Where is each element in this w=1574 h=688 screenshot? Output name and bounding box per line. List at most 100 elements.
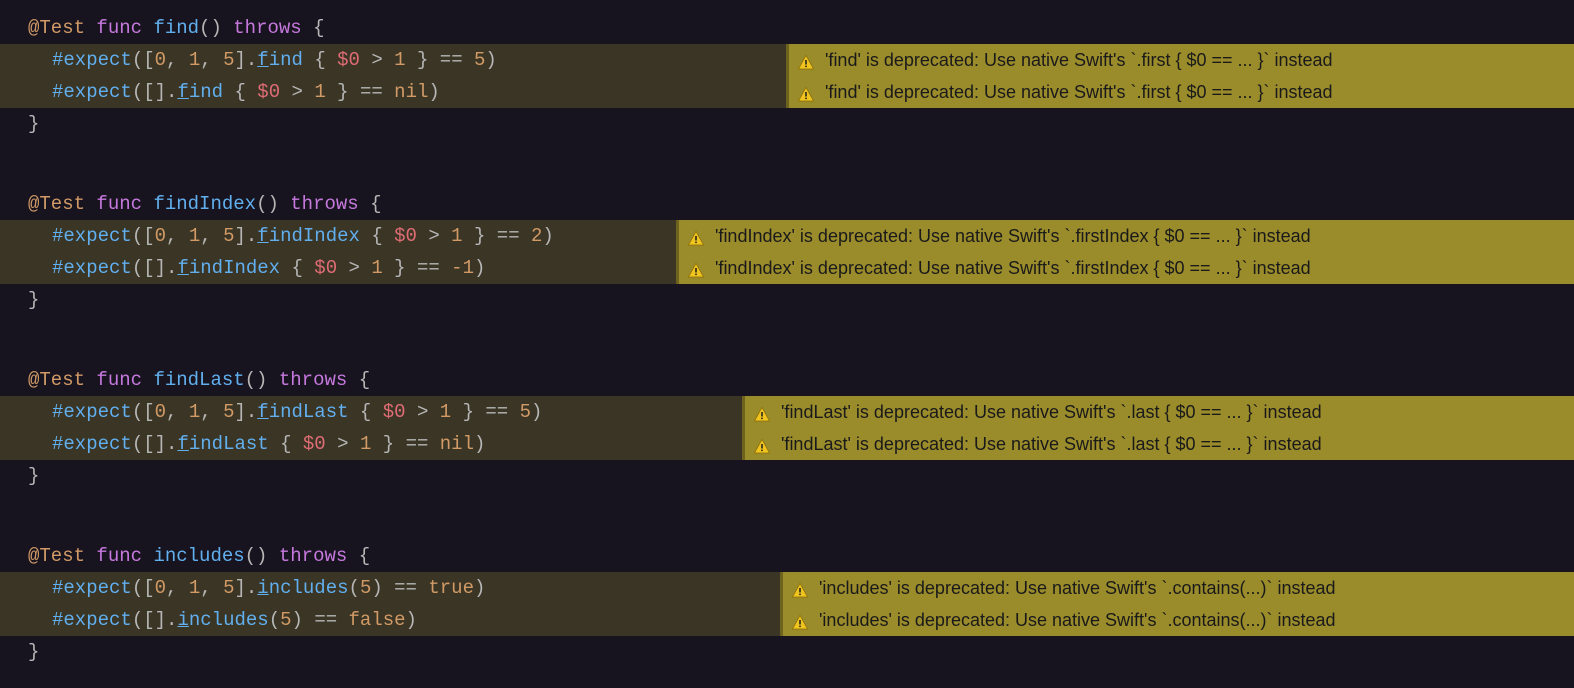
inline-warning-text: 'find' is deprecated: Use native Swift's… [825, 44, 1333, 76]
inline-warning[interactable]: 'findIndex' is deprecated: Use native Sw… [676, 252, 1574, 284]
attribute-test: @Test [28, 369, 85, 391]
inline-warning[interactable]: 'findLast' is deprecated: Use native Swi… [742, 428, 1574, 460]
expected-value: true [428, 577, 474, 599]
code-line: #expect([0, 1, 5].findIndex { $0 > 1 } =… [0, 220, 1574, 252]
expect-macro: #expect [52, 577, 132, 599]
inline-warning[interactable]: 'findIndex' is deprecated: Use native Sw… [676, 220, 1574, 252]
method-name: indIndex [269, 225, 360, 247]
warning-triangle-icon [753, 435, 771, 453]
attribute-test: @Test [28, 545, 85, 567]
dollar0: $0 [337, 49, 360, 71]
warning-triangle-icon [753, 403, 771, 421]
method-name: ncludes [269, 577, 349, 599]
function-name: findLast [153, 369, 244, 391]
test-function-block: @Test func includes() throws {#expect([0… [0, 540, 1574, 668]
inline-warning-text: 'findIndex' is deprecated: Use native Sw… [715, 252, 1311, 284]
code-text: #expect([0, 1, 5].findIndex { $0 > 1 } =… [0, 220, 554, 252]
code-editor: @Test func find() throws {#expect([0, 1,… [0, 0, 1574, 688]
code-line: #expect([].find { $0 > 1 } == nil) 'find'… [0, 76, 1574, 108]
blank-line [0, 316, 1574, 364]
code-line: #expect([0, 1, 5].includes(5) == true) 'i… [0, 572, 1574, 604]
test-function-block: @Test func findIndex() throws {#expect([… [0, 188, 1574, 316]
warning-triangle-icon [797, 83, 815, 101]
expect-macro: #expect [52, 609, 132, 631]
expect-macro: #expect [52, 401, 132, 423]
method-name: indLast [189, 433, 269, 455]
inline-warning-text: 'includes' is deprecated: Use native Swi… [819, 572, 1336, 604]
keyword-throws: throws [279, 545, 347, 567]
function-declaration: @Test func findLast() throws { [0, 364, 1574, 396]
expect-macro: #expect [52, 257, 132, 279]
attribute-test: @Test [28, 193, 85, 215]
keyword-throws: throws [279, 369, 347, 391]
inline-warning-text: 'includes' is deprecated: Use native Swi… [819, 604, 1336, 636]
attribute-test: @Test [28, 17, 85, 39]
dollar0: $0 [383, 401, 406, 423]
expected-value: 5 [474, 49, 485, 71]
code-line: #expect([].findIndex { $0 > 1 } == -1) 'f… [0, 252, 1574, 284]
code-text: #expect([].includes(5) == false) [0, 604, 417, 636]
function-declaration: @Test func includes() throws { [0, 540, 1574, 572]
inline-warning[interactable]: 'includes' is deprecated: Use native Swi… [780, 572, 1574, 604]
code-text: #expect([].findLast { $0 > 1 } == nil) [0, 428, 485, 460]
code-line: #expect([0, 1, 5].find { $0 > 1 } == 5) '… [0, 44, 1574, 76]
keyword-throws: throws [233, 17, 301, 39]
closing-brace: } [0, 108, 1574, 140]
closing-brace: } [0, 460, 1574, 492]
test-function-block: @Test func find() throws {#expect([0, 1,… [0, 12, 1574, 140]
expected-value: nil [394, 81, 428, 103]
code-text: #expect([].findIndex { $0 > 1 } == -1) [0, 252, 485, 284]
keyword-func: func [96, 17, 142, 39]
dollar0: $0 [303, 433, 326, 455]
dollar0: $0 [257, 81, 280, 103]
inline-warning[interactable]: 'find' is deprecated: Use native Swift's… [786, 76, 1574, 108]
method-name: ncludes [189, 609, 269, 631]
keyword-func: func [96, 369, 142, 391]
keyword-func: func [96, 545, 142, 567]
inline-warning[interactable]: 'includes' is deprecated: Use native Swi… [780, 604, 1574, 636]
method-name: indLast [269, 401, 349, 423]
dollar0: $0 [394, 225, 417, 247]
code-text: #expect([0, 1, 5].find { $0 > 1 } == 5) [0, 44, 497, 76]
warning-triangle-icon [797, 51, 815, 69]
code-line: #expect([0, 1, 5].findLast { $0 > 1 } ==… [0, 396, 1574, 428]
code-text: #expect([].find { $0 > 1 } == nil) [0, 76, 440, 108]
inline-warning-text: 'findIndex' is deprecated: Use native Sw… [715, 220, 1311, 252]
dollar0: $0 [314, 257, 337, 279]
expected-value: false [349, 609, 406, 631]
function-name: includes [153, 545, 244, 567]
function-declaration: @Test func find() throws { [0, 12, 1574, 44]
expect-macro: #expect [52, 225, 132, 247]
expected-value: 5 [520, 401, 531, 423]
closing-brace: } [0, 284, 1574, 316]
test-function-block: @Test func findLast() throws {#expect([0… [0, 364, 1574, 492]
function-declaration: @Test func findIndex() throws { [0, 188, 1574, 220]
inline-warning-text: 'find' is deprecated: Use native Swift's… [825, 76, 1333, 108]
method-name: indIndex [189, 257, 280, 279]
method-name: ind [189, 81, 223, 103]
function-name: findIndex [153, 193, 256, 215]
warning-triangle-icon [791, 579, 809, 597]
warning-triangle-icon [687, 259, 705, 277]
keyword-func: func [96, 193, 142, 215]
warning-triangle-icon [791, 611, 809, 629]
inline-warning[interactable]: 'findLast' is deprecated: Use native Swi… [742, 396, 1574, 428]
expected-value: -1 [451, 257, 474, 279]
code-line: #expect([].includes(5) == false) 'include… [0, 604, 1574, 636]
code-text: #expect([0, 1, 5].findLast { $0 > 1 } ==… [0, 396, 542, 428]
code-line: #expect([].findLast { $0 > 1 } == nil) 'f… [0, 428, 1574, 460]
warning-triangle-icon [687, 227, 705, 245]
inline-warning[interactable]: 'find' is deprecated: Use native Swift's… [786, 44, 1574, 76]
expect-macro: #expect [52, 49, 132, 71]
keyword-throws: throws [290, 193, 358, 215]
expect-macro: #expect [52, 81, 132, 103]
function-name: find [153, 17, 199, 39]
expected-value: 2 [531, 225, 542, 247]
inline-warning-text: 'findLast' is deprecated: Use native Swi… [781, 396, 1322, 428]
blank-line [0, 140, 1574, 188]
expect-macro: #expect [52, 433, 132, 455]
closing-brace: } [0, 636, 1574, 668]
code-text: #expect([0, 1, 5].includes(5) == true) [0, 572, 485, 604]
inline-warning-text: 'findLast' is deprecated: Use native Swi… [781, 428, 1322, 460]
blank-line [0, 492, 1574, 540]
